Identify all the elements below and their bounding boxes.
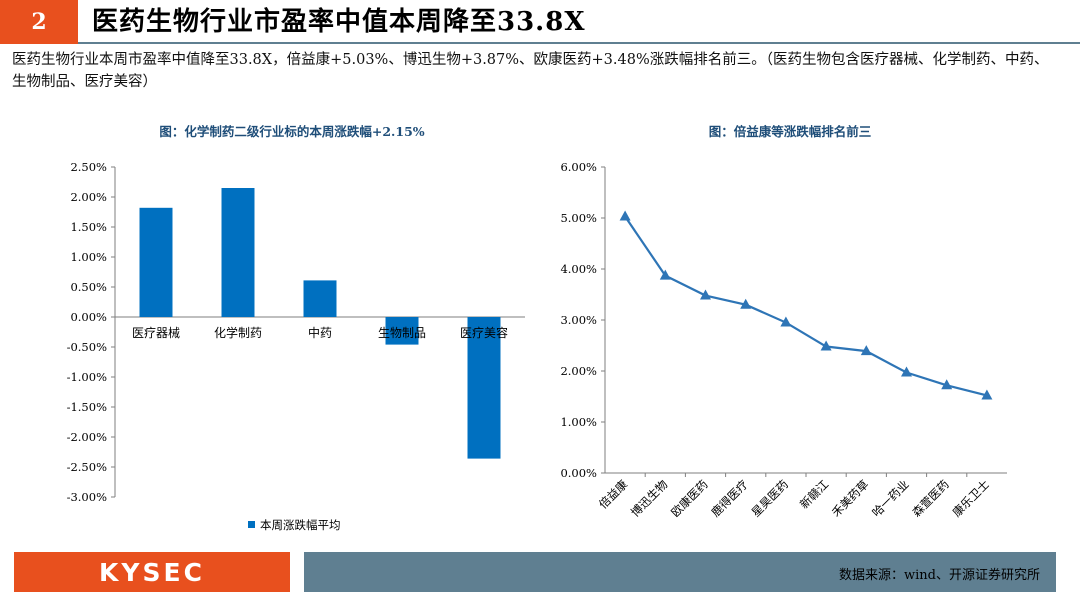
line-category-label: 新赣江 xyxy=(797,477,832,512)
bar-y-tick-label: -2.50% xyxy=(67,460,107,474)
triangle-marker xyxy=(941,379,953,390)
bar-category-label: 医疗美容 xyxy=(460,325,508,340)
line-y-tick-label: 3.00% xyxy=(560,313,597,327)
line-category-label: 博迅生物 xyxy=(628,477,670,519)
bar-category-label: 医疗器械 xyxy=(132,325,180,340)
triangle-marker xyxy=(901,366,912,377)
line-category-label: 康乐卫士 xyxy=(950,477,992,519)
bar xyxy=(467,317,501,459)
bar xyxy=(385,317,419,345)
series-line xyxy=(624,215,988,397)
bar-category-label: 化学制药 xyxy=(214,325,262,340)
bar-chart-title: 图：化学制药二级行业标的本周涨跌幅+2.15% xyxy=(159,124,425,139)
triangle-marker xyxy=(780,316,792,327)
line-category-label: 星昊医药 xyxy=(749,477,791,519)
line-chart-title: 图：倍益康等涨跌幅排名前三 xyxy=(708,124,872,139)
kysec-logo: KYSEC xyxy=(14,552,290,592)
bar-y-tick-label: 1.00% xyxy=(70,250,107,264)
legend-swatch xyxy=(248,521,255,528)
line-y-tick-label: 5.00% xyxy=(560,211,597,225)
triangle-marker xyxy=(659,269,671,280)
bar-y-tick-label: 1.50% xyxy=(70,220,107,234)
bar-y-tick-label: -1.50% xyxy=(67,400,107,414)
line-category-label: 哈一药业 xyxy=(869,477,911,519)
bar-category-label: 中药 xyxy=(308,325,332,340)
triangle-marker xyxy=(820,340,832,351)
line-chart: 6.00% 5.00% 4.00% 3.00% 2.00% 1.00% 0.00%倍益康博迅… xyxy=(560,160,1007,520)
header: 2 医药生物行业市盈率中值本周降至33.8X xyxy=(0,0,1080,44)
summary-text: 医药生物行业本周市盈率中值降至33.8X，倍益康+5.03%、博迅生物+3.87… xyxy=(12,52,1049,90)
bar-chart: 2.50% 2.00% 1.50% 1.00% 0.50% 0.00% -0.50% -1.0… xyxy=(67,160,525,532)
triangle-marker xyxy=(740,298,752,309)
triangle-marker xyxy=(700,289,711,300)
legend-label: 本周涨跌幅平均 xyxy=(260,518,341,532)
triangle-marker xyxy=(860,345,872,356)
bar-y-tick-label: 2.50% xyxy=(70,160,107,174)
section-number: 2 xyxy=(0,0,78,44)
page-title: 医药生物行业市盈率中值本周降至33.8X xyxy=(92,7,586,37)
bar xyxy=(303,280,337,317)
line-y-tick-label: 1.00% xyxy=(560,415,597,429)
title-underline xyxy=(78,42,1080,44)
line-category-label: 森萱医药 xyxy=(909,477,951,519)
line-y-tick-label: 0.00% xyxy=(560,466,597,480)
line-y-tick-label: 4.00% xyxy=(560,262,597,276)
line-category-label: 禾美药草 xyxy=(829,477,871,519)
triangle-marker xyxy=(619,210,631,221)
bar-category-label: 生物制品 xyxy=(378,326,426,340)
line-category-label: 欧康医药 xyxy=(668,477,710,519)
data-source: 数据来源：wind、开源证券研究所 xyxy=(839,568,1040,583)
bar xyxy=(139,207,173,317)
bar-y-tick-label: -0.50% xyxy=(67,340,107,354)
line-y-tick-label: 2.00% xyxy=(560,364,597,378)
logo-text: KYSEC xyxy=(99,557,205,587)
bar-y-tick-label: 0.50% xyxy=(70,280,107,294)
footer-bar: 数据来源：wind、开源证券研究所 xyxy=(304,552,1056,592)
line-y-tick-label: 6.00% xyxy=(560,160,597,174)
bar xyxy=(221,188,255,317)
bar-y-tick-label: -3.00% xyxy=(67,490,107,504)
bar-y-tick-label: -2.00% xyxy=(67,430,107,444)
bar-y-tick-label: 2.00% xyxy=(70,190,107,204)
bar-y-tick-label: 0.00% xyxy=(70,310,107,324)
bar-y-tick-label: -1.00% xyxy=(67,370,107,384)
line-category-label: 鹿得医疗 xyxy=(708,477,750,519)
line-category-label: 倍益康 xyxy=(596,477,631,512)
triangle-marker xyxy=(981,389,993,400)
